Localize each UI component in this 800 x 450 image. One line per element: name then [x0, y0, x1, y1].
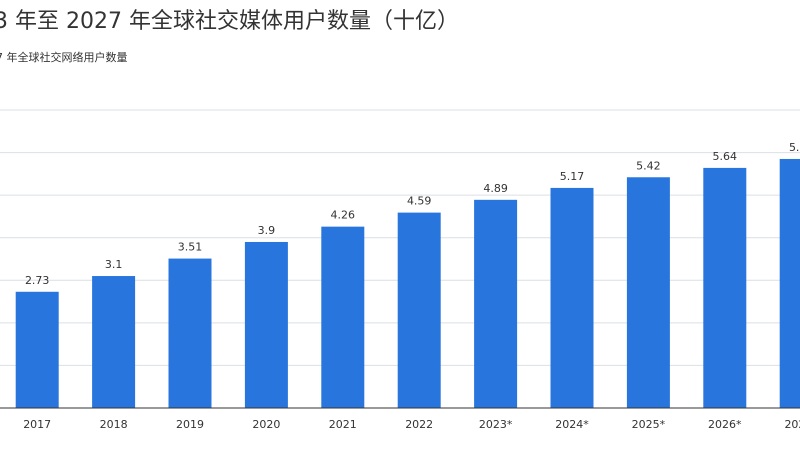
x-tick-label: 2020 [252, 418, 280, 431]
x-tick-label: 2024* [555, 418, 589, 431]
x-tick-label: 2017 [23, 418, 51, 431]
x-tick-label: 2027* [784, 418, 800, 431]
x-tick-label: 2022 [405, 418, 433, 431]
value-label: 2.73 [25, 274, 50, 287]
chart-subtitle: 7 年全球社交网络用户数量 [0, 50, 128, 64]
x-tick-label: 2018 [100, 418, 128, 431]
bar [15, 291, 59, 408]
value-label: 4.89 [483, 182, 508, 195]
bar [474, 199, 518, 408]
value-label: 5.17 [560, 170, 585, 183]
x-tick-label: 2019 [176, 418, 204, 431]
value-label: 5.42 [636, 159, 661, 172]
value-label: 3.9 [258, 224, 276, 237]
value-label: 3.1 [105, 258, 123, 271]
bar [168, 258, 212, 408]
value-label: 4.26 [331, 209, 356, 222]
value-label: 4.59 [407, 195, 432, 208]
x-tick-label: 2021 [329, 418, 357, 431]
chart-title: 3 年至 2027 年全球社交媒体用户数量（十亿） [0, 9, 459, 34]
x-tick-label: 2025* [632, 418, 666, 431]
value-label: 5.64 [713, 150, 738, 163]
bar [626, 177, 670, 408]
x-tick-label: 2023* [479, 418, 513, 431]
bar [779, 158, 800, 408]
bar [703, 167, 747, 408]
bar [550, 187, 594, 408]
bar [321, 226, 365, 408]
bar [92, 276, 136, 408]
x-tick-label: 2026* [708, 418, 742, 431]
value-label: 5.85 [789, 141, 800, 154]
bar [244, 241, 288, 408]
bar [397, 212, 441, 408]
value-label: 3.51 [178, 241, 203, 254]
